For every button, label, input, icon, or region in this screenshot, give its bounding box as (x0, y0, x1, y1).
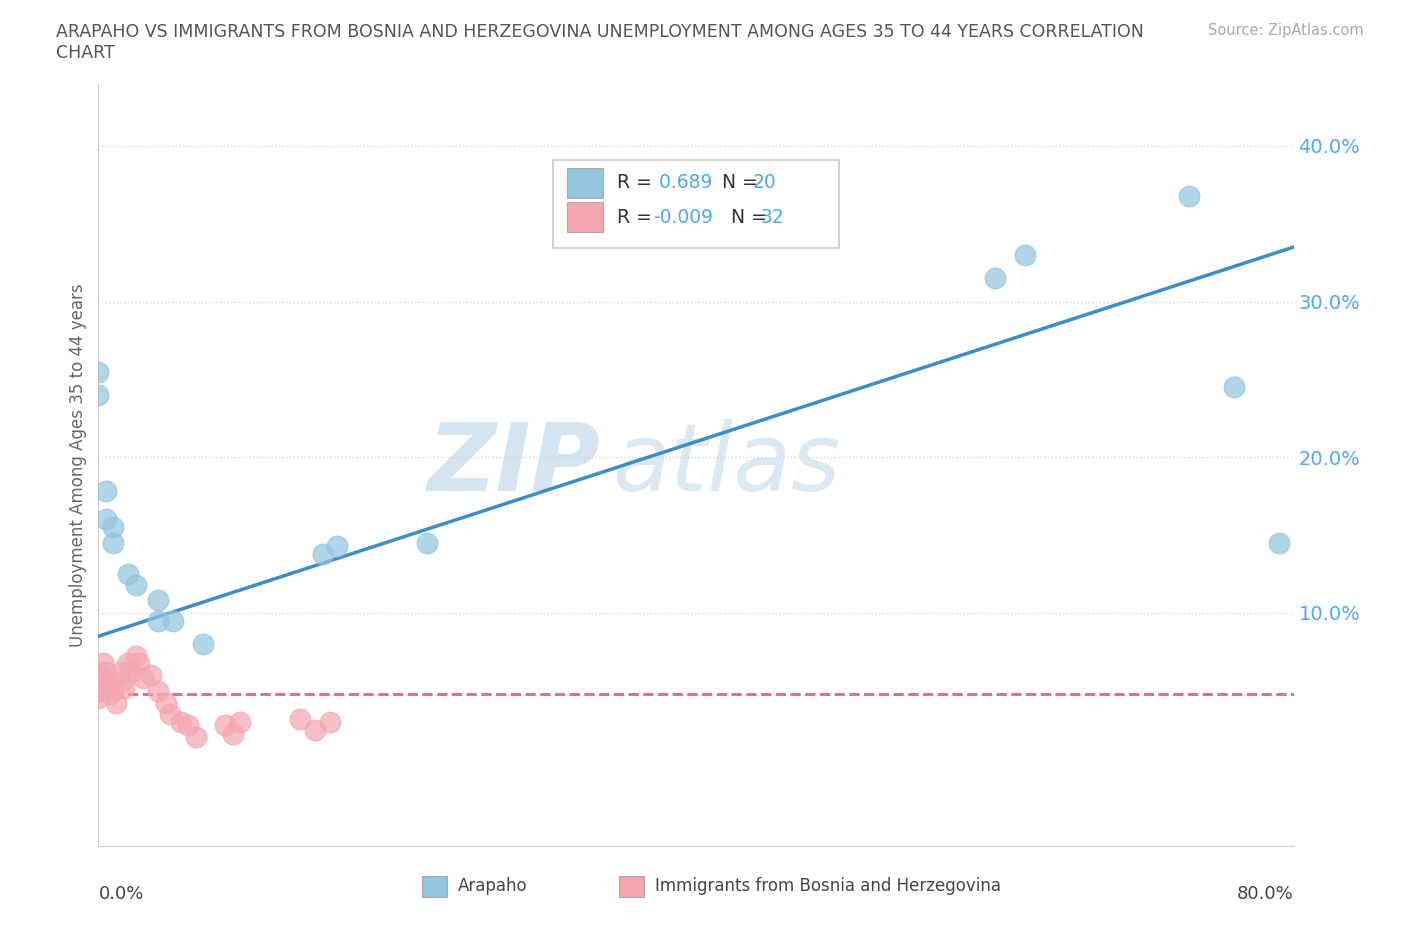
Point (87, 388, 110, 403)
FancyBboxPatch shape (422, 876, 447, 897)
Point (125, 578, 148, 592)
Point (326, 538, 349, 553)
Point (214, 717, 236, 732)
Point (311, 546, 333, 561)
Point (120, 665, 142, 680)
Point (87, 365, 110, 379)
Point (94, 484, 117, 498)
Text: 0.689: 0.689 (652, 173, 713, 193)
Point (1014, 247, 1036, 262)
Point (110, 665, 132, 680)
Point (177, 717, 200, 732)
Text: Arapaho: Arapaho (458, 877, 529, 896)
Text: CHART: CHART (56, 44, 115, 61)
Point (184, 730, 207, 745)
Point (132, 671, 155, 685)
Point (98, 686, 122, 701)
Point (159, 707, 181, 722)
Text: R =: R = (617, 173, 658, 193)
Point (984, 271, 1007, 286)
Text: R =: R = (617, 207, 658, 227)
Point (87, 675, 110, 690)
Point (319, 714, 342, 729)
Point (94, 665, 117, 680)
Point (304, 722, 326, 737)
Point (1267, 536, 1289, 551)
Point (169, 714, 191, 729)
Point (103, 520, 125, 535)
Point (148, 613, 170, 628)
Text: N =: N = (731, 207, 766, 227)
FancyBboxPatch shape (553, 160, 839, 247)
Text: -0.009: -0.009 (652, 207, 713, 227)
Point (93, 671, 115, 685)
Point (139, 668, 162, 683)
Text: Immigrants from Bosnia and Herzegovina: Immigrants from Bosnia and Herzegovina (655, 877, 1001, 896)
FancyBboxPatch shape (619, 876, 644, 897)
Point (128, 656, 150, 671)
Point (103, 684, 125, 698)
FancyBboxPatch shape (567, 167, 603, 198)
Text: 80.0%: 80.0% (1237, 885, 1294, 903)
Point (112, 680, 135, 695)
Y-axis label: Unemployment Among Ages 35 to 44 years: Unemployment Among Ages 35 to 44 years (69, 284, 87, 646)
Point (1223, 379, 1246, 394)
Point (117, 566, 139, 581)
Point (105, 696, 128, 711)
Point (148, 684, 170, 698)
Point (162, 613, 184, 628)
Point (87, 665, 110, 680)
Point (87, 691, 110, 706)
Text: 0.0%: 0.0% (98, 885, 143, 903)
Point (117, 656, 139, 671)
Point (155, 696, 177, 711)
Text: N =: N = (723, 173, 758, 193)
Point (91, 656, 114, 671)
Text: 32: 32 (761, 207, 785, 227)
Text: ZIP: ZIP (427, 419, 600, 511)
Point (97, 675, 120, 690)
Point (94, 512, 117, 527)
Point (103, 536, 125, 551)
Point (229, 714, 252, 729)
Text: ARAPAHO VS IMMIGRANTS FROM BOSNIA AND HERZEGOVINA UNEMPLOYMENT AMONG AGES 35 TO : ARAPAHO VS IMMIGRANTS FROM BOSNIA AND HE… (56, 23, 1144, 41)
Point (222, 727, 245, 742)
Point (125, 649, 148, 664)
Point (288, 711, 311, 726)
Text: Source: ZipAtlas.com: Source: ZipAtlas.com (1208, 23, 1364, 38)
Text: atlas: atlas (613, 419, 841, 511)
FancyBboxPatch shape (567, 202, 603, 232)
Text: 20: 20 (752, 173, 776, 193)
Point (148, 593, 170, 608)
Point (191, 636, 214, 651)
Point (87, 684, 110, 698)
Point (416, 536, 439, 551)
Point (111, 674, 134, 689)
Point (1178, 188, 1201, 203)
